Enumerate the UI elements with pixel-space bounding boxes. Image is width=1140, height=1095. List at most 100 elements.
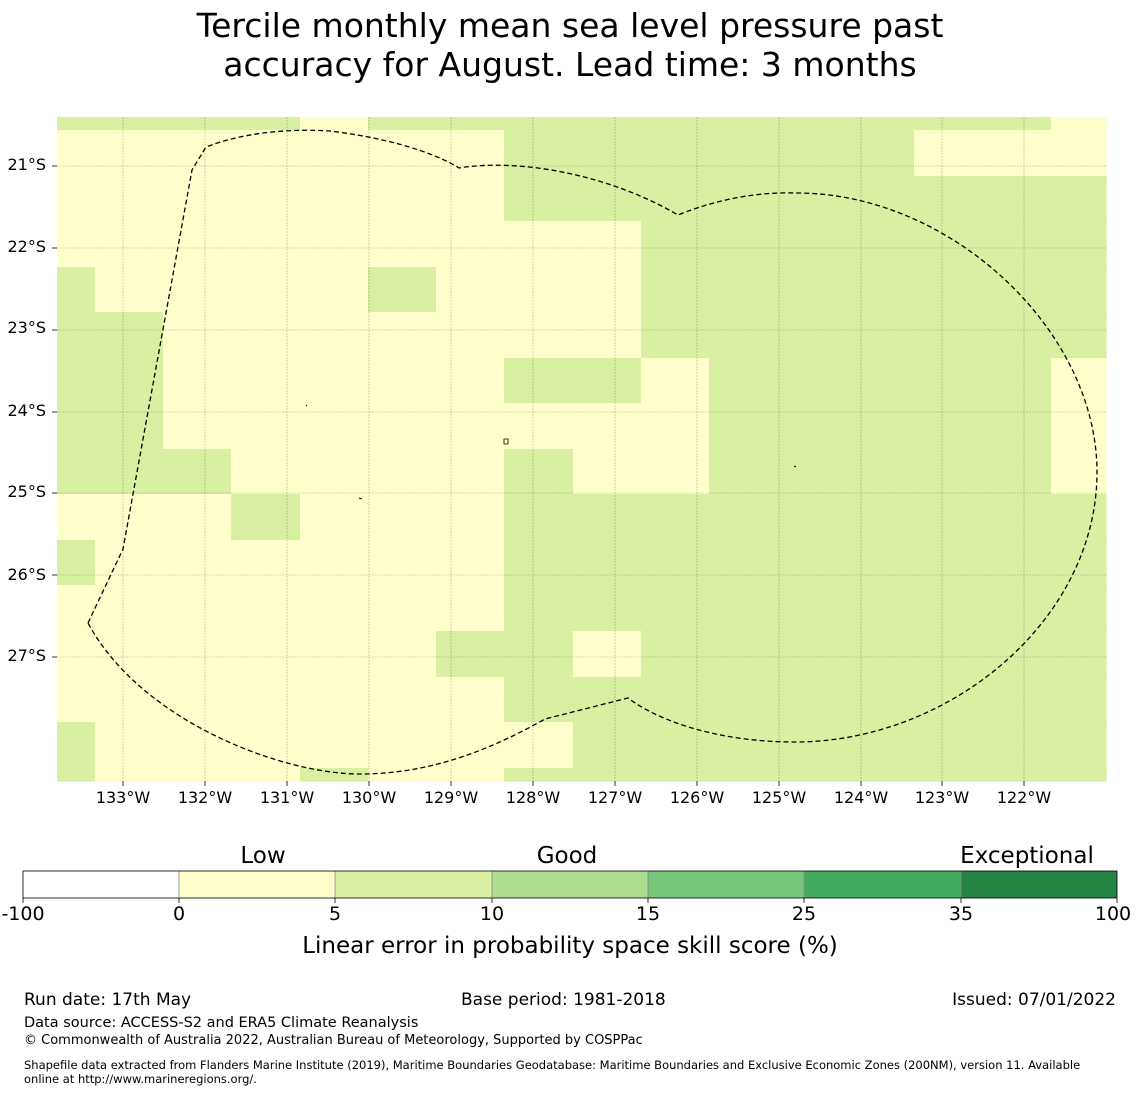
skill-cell [95, 449, 164, 495]
lon-label: 128°W [505, 788, 561, 807]
skill-cell [982, 677, 1052, 723]
skill-cell [709, 585, 779, 632]
skill-cell [846, 585, 915, 632]
skill-cell [573, 449, 642, 495]
skill-cell [300, 312, 369, 359]
skill-cell [982, 722, 1052, 769]
skill-cell [504, 722, 574, 769]
skill-cell [368, 677, 437, 723]
skill-cell [231, 768, 301, 782]
island-outline [305, 404, 308, 407]
skill-cell [95, 677, 164, 723]
skill-cell [300, 221, 369, 268]
skill-cell [504, 403, 574, 450]
skill-cell [368, 768, 437, 782]
skill-cell [231, 494, 301, 541]
colorbar-tick: 25 [791, 903, 817, 925]
skill-cell [368, 540, 437, 586]
skill-cell [641, 117, 710, 131]
skill-cell [368, 267, 437, 313]
skill-cell [982, 221, 1052, 268]
skill-cell [914, 449, 983, 495]
skill-cell [163, 130, 232, 177]
skill-cell [368, 358, 437, 404]
lon-label: 129°W [423, 788, 479, 807]
skill-cell [436, 677, 505, 723]
skill-cell [982, 631, 1052, 678]
skill-cell [846, 449, 915, 495]
skill-cell [436, 267, 505, 313]
skill-cell [504, 312, 574, 359]
skill-cell [300, 267, 369, 313]
skill-cell [573, 403, 642, 450]
lon-label: 123°W [914, 788, 970, 807]
skill-cell [436, 768, 505, 782]
map-title: Tercile monthly mean sea level pressure … [0, 6, 1140, 84]
skill-cell [504, 117, 574, 131]
lon-label: 124°W [833, 788, 889, 807]
skill-cell [300, 176, 369, 222]
skill-cell [163, 403, 232, 450]
colorbar-tick: 100 [1094, 903, 1132, 925]
skill-cell [300, 130, 369, 177]
colorbar-tick: 15 [635, 903, 661, 925]
skill-cell [57, 722, 96, 769]
skill-cell [709, 631, 779, 678]
skill-cell [982, 312, 1052, 359]
skill-cell [709, 722, 779, 769]
skill-cell [778, 494, 847, 541]
lon-label: 126°W [669, 788, 725, 807]
skill-cell [846, 130, 915, 177]
skill-cell [163, 221, 232, 268]
skill-cell [641, 358, 710, 404]
skill-cell [95, 631, 164, 678]
skill-cell [709, 768, 779, 782]
copyright: © Commonwealth of Australia 2022, Austra… [24, 1033, 643, 1048]
skill-cell [778, 403, 847, 450]
skill-cell [368, 312, 437, 359]
skill-cell [300, 631, 369, 678]
skill-cell [57, 267, 96, 313]
skill-cell [504, 631, 574, 678]
skill-cell [436, 449, 505, 495]
colorbar-segment [648, 871, 804, 898]
skill-cell [436, 358, 505, 404]
lat-label: 27°S [7, 646, 46, 665]
skill-cell [573, 130, 642, 177]
colorbar-category-exceptional: Exceptional [960, 843, 1094, 869]
skill-cell [846, 312, 915, 359]
skill-cell [778, 540, 847, 586]
skill-cell [163, 267, 232, 313]
skill-cell [300, 768, 369, 782]
skill-cell [982, 267, 1052, 313]
skill-cell [436, 403, 505, 450]
skill-cell [163, 312, 232, 359]
skill-cell [368, 585, 437, 632]
skill-cell [231, 117, 301, 131]
skill-cell [982, 494, 1052, 541]
skill-cell [300, 540, 369, 586]
skill-cell [778, 449, 847, 495]
skill-cell [846, 221, 915, 268]
skill-cell [709, 117, 779, 131]
skill-cell [95, 221, 164, 268]
island-outline [503, 438, 509, 445]
skill-cell [573, 117, 642, 131]
skill-cell [1051, 267, 1107, 313]
skill-cell [163, 117, 232, 131]
skill-cell [163, 722, 232, 769]
skill-cell [982, 585, 1052, 632]
skill-cell [95, 403, 164, 450]
skill-cell [1051, 403, 1107, 450]
skill-cell [846, 267, 915, 313]
skill-cell [914, 117, 983, 131]
skill-cell [504, 677, 574, 723]
skill-cell [436, 176, 505, 222]
skill-cell [641, 176, 710, 222]
skill-cell [778, 722, 847, 769]
skill-cell [914, 722, 983, 769]
skill-cell [846, 358, 915, 404]
skill-cell [504, 267, 574, 313]
skill-cell [1051, 358, 1107, 404]
colorbar-segment [23, 871, 179, 898]
